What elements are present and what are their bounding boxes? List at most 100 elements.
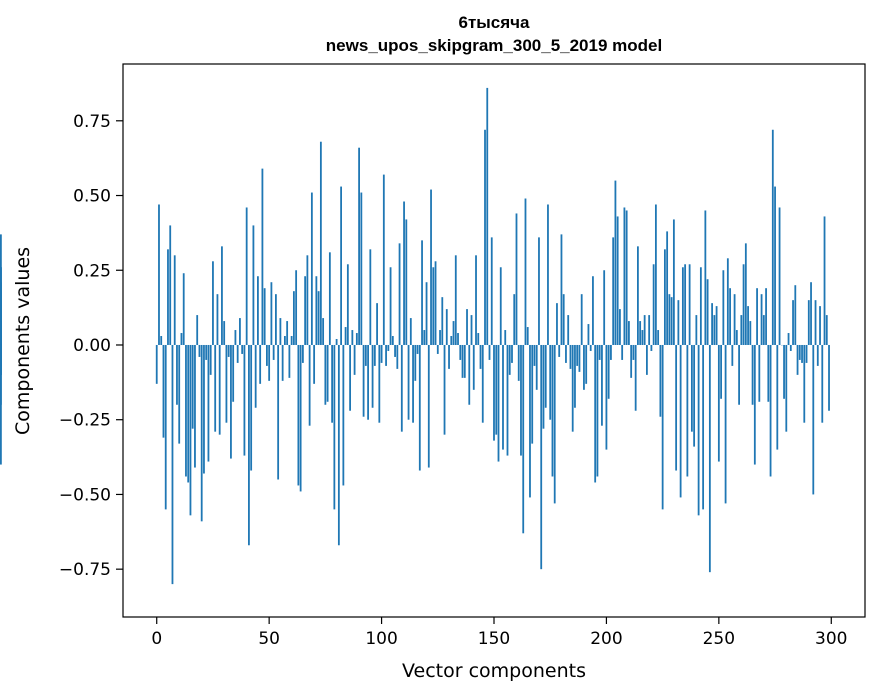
bar xyxy=(421,240,423,345)
bar xyxy=(466,309,468,345)
bar xyxy=(290,336,293,345)
bar xyxy=(816,344,819,366)
bar xyxy=(794,285,797,345)
chart-subtitle: news_upos_skipgram_300_5_2019 model xyxy=(326,36,662,55)
bar xyxy=(511,344,513,363)
bar xyxy=(209,344,212,375)
bar xyxy=(533,344,536,366)
bar xyxy=(162,344,165,438)
bar xyxy=(598,344,601,360)
bar xyxy=(441,297,444,345)
x-tick-label: 200 xyxy=(590,629,622,649)
bar xyxy=(789,344,792,351)
bar xyxy=(472,344,475,390)
bar xyxy=(0,321,2,345)
bar xyxy=(445,309,448,345)
bar xyxy=(502,344,504,450)
bar xyxy=(203,344,205,474)
bar xyxy=(315,276,318,345)
bar xyxy=(176,344,178,405)
y-tick-label: 0.00 xyxy=(73,336,111,356)
bar xyxy=(497,344,500,462)
bar xyxy=(306,255,309,345)
bar xyxy=(650,344,653,351)
bar xyxy=(212,261,214,345)
bar xyxy=(556,303,558,345)
bar xyxy=(724,344,727,504)
bar xyxy=(457,333,459,345)
bar xyxy=(628,321,630,345)
bar xyxy=(610,344,612,360)
bar xyxy=(529,344,531,498)
bar xyxy=(603,270,606,345)
bar xyxy=(391,336,394,345)
bar xyxy=(0,344,2,465)
bar xyxy=(261,168,264,345)
bar xyxy=(513,294,516,345)
bar xyxy=(733,294,736,345)
bar xyxy=(317,291,320,345)
x-tick-label: 300 xyxy=(815,629,847,649)
bar xyxy=(717,344,720,462)
y-tick-label: −0.75 xyxy=(59,560,111,580)
bar xyxy=(574,344,576,408)
bar xyxy=(583,344,585,390)
bar xyxy=(380,344,383,363)
bar xyxy=(234,330,237,345)
bar xyxy=(661,344,664,510)
bar xyxy=(403,201,405,345)
bar xyxy=(414,344,417,381)
bar xyxy=(625,210,628,345)
bar xyxy=(776,344,779,450)
bar xyxy=(241,344,244,354)
bar xyxy=(558,344,561,357)
bar xyxy=(762,315,765,345)
bar xyxy=(641,330,644,345)
bar xyxy=(367,344,369,420)
bar xyxy=(616,216,619,345)
bar xyxy=(751,344,754,405)
bar xyxy=(634,344,637,411)
bar xyxy=(277,344,280,480)
bar xyxy=(549,344,552,420)
bar xyxy=(542,344,545,429)
bar xyxy=(825,315,828,345)
bar xyxy=(706,279,709,345)
bar xyxy=(578,344,581,372)
bar xyxy=(749,321,752,345)
bar xyxy=(663,249,666,345)
bar xyxy=(198,344,201,357)
bar xyxy=(236,344,239,363)
bar xyxy=(378,344,381,423)
bar xyxy=(432,267,435,345)
bar xyxy=(637,246,639,345)
bar xyxy=(423,330,426,345)
bar xyxy=(681,267,684,345)
bar xyxy=(178,344,181,444)
bar xyxy=(416,344,419,354)
bar xyxy=(218,344,221,435)
bar xyxy=(387,344,390,351)
y-tick-label: −0.25 xyxy=(59,411,111,431)
bar xyxy=(828,344,830,411)
bar xyxy=(270,282,273,345)
bar xyxy=(459,344,462,360)
bar xyxy=(792,300,794,345)
bar xyxy=(167,249,169,345)
bar xyxy=(281,344,284,381)
bar xyxy=(632,344,635,360)
bar xyxy=(207,344,210,462)
bar xyxy=(601,344,603,426)
bar xyxy=(279,318,282,345)
bar xyxy=(382,174,385,345)
bar xyxy=(670,297,673,345)
bar xyxy=(430,189,432,345)
bar xyxy=(756,288,758,345)
bar xyxy=(783,344,785,399)
bar xyxy=(324,344,327,405)
bar xyxy=(621,344,624,360)
bar xyxy=(322,318,325,345)
bar xyxy=(531,344,534,444)
bar xyxy=(448,344,450,369)
bar xyxy=(353,344,356,375)
